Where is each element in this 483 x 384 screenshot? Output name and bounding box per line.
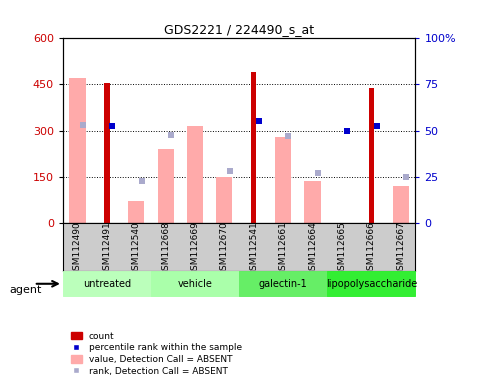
- FancyBboxPatch shape: [63, 271, 151, 296]
- Bar: [70, 78, 85, 223]
- Bar: [275, 137, 291, 223]
- Text: agent: agent: [10, 285, 42, 295]
- Text: galectin-1: galectin-1: [259, 279, 308, 289]
- FancyBboxPatch shape: [239, 271, 327, 296]
- Bar: [393, 186, 409, 223]
- FancyBboxPatch shape: [151, 271, 239, 296]
- Bar: [187, 126, 203, 223]
- Text: lipopolysaccharide: lipopolysaccharide: [326, 279, 417, 289]
- Text: vehicle: vehicle: [178, 279, 213, 289]
- Bar: [304, 181, 321, 223]
- Bar: [216, 177, 232, 223]
- Bar: [157, 149, 174, 223]
- Bar: [369, 88, 374, 223]
- FancyBboxPatch shape: [327, 271, 415, 296]
- Title: GDS2221 / 224490_s_at: GDS2221 / 224490_s_at: [164, 23, 314, 36]
- Bar: [104, 83, 110, 223]
- Legend: count, percentile rank within the sample, value, Detection Call = ABSENT, rank, : count, percentile rank within the sample…: [67, 328, 246, 379]
- Text: untreated: untreated: [83, 279, 131, 289]
- Bar: [128, 201, 144, 223]
- Bar: [251, 72, 256, 223]
